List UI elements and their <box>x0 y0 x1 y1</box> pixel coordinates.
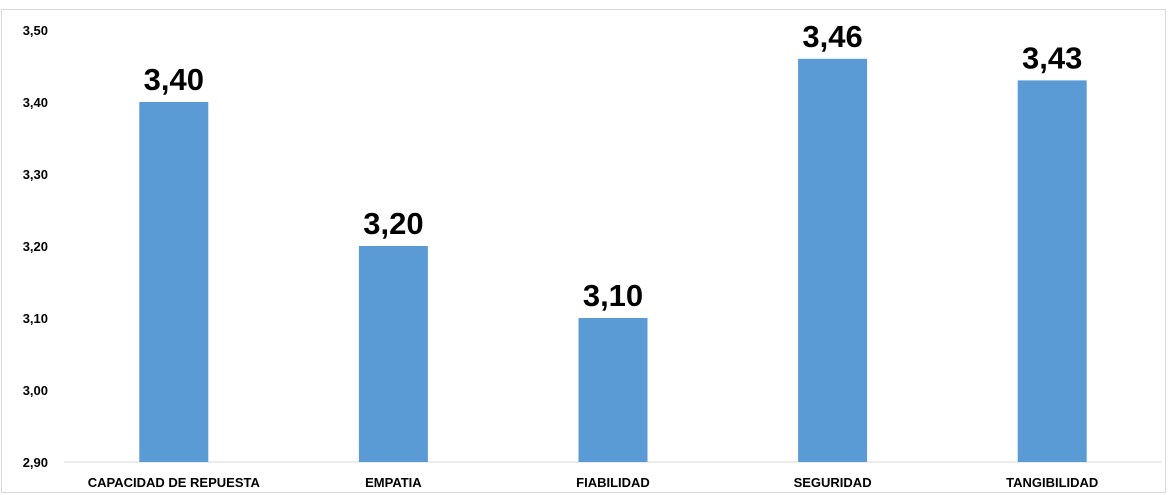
bar <box>578 318 648 462</box>
x-tick-label: TANGIBILIDAD <box>1006 475 1098 490</box>
y-tick-label: 2,90 <box>23 455 48 470</box>
x-tick-label: EMPATIA <box>365 475 422 490</box>
y-tick-label: 3,20 <box>23 239 48 254</box>
bar <box>139 102 209 462</box>
x-tick-label: FIABILIDAD <box>576 475 650 490</box>
bar <box>798 58 868 463</box>
data-label: 3,40 <box>144 62 204 97</box>
data-label: 3,46 <box>802 19 862 54</box>
bar <box>358 246 428 462</box>
y-tick-label: 3,40 <box>23 95 48 110</box>
bar <box>1017 80 1087 463</box>
x-tick-label: CAPACIDAD DE REPUESTA <box>88 475 261 490</box>
x-tick-label: SEGURIDAD <box>794 475 872 490</box>
data-label: 3,10 <box>583 278 643 313</box>
y-tick-label: 3,10 <box>23 311 48 326</box>
data-label: 3,20 <box>363 206 423 241</box>
data-label: 3,43 <box>1022 40 1082 75</box>
y-tick-label: 3,30 <box>23 167 48 182</box>
y-tick-label: 3,00 <box>23 383 48 398</box>
y-tick-label: 3,50 <box>23 23 48 38</box>
